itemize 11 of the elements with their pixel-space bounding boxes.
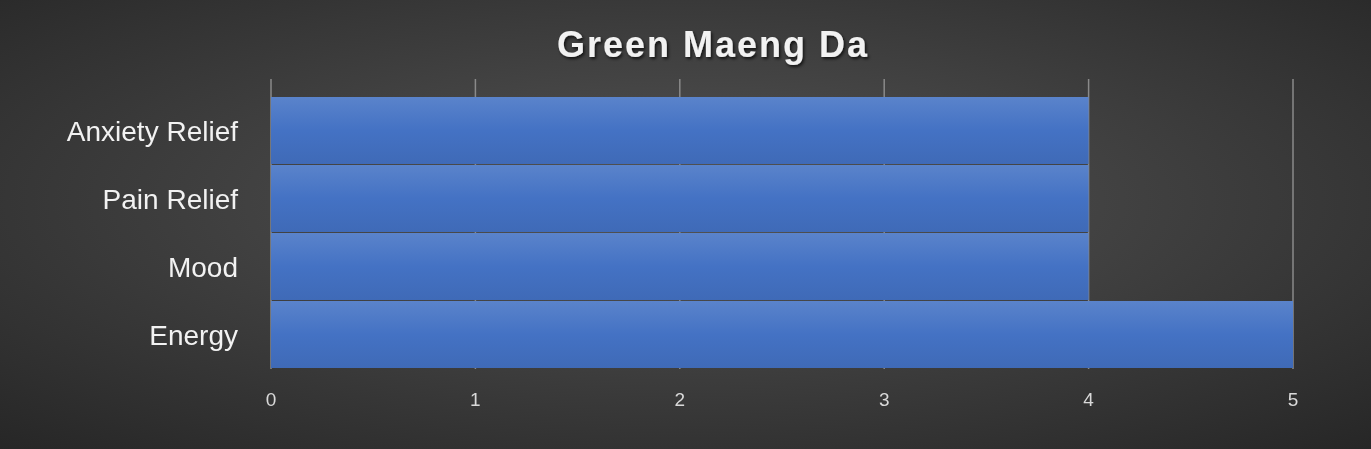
y-tick-label: Energy bbox=[149, 319, 238, 351]
x-tick-label: 1 bbox=[470, 389, 481, 410]
x-tick-label: 3 bbox=[878, 389, 890, 410]
x-tick-label: 2 bbox=[674, 389, 686, 410]
chart-title: Green Maeng Da bbox=[556, 24, 870, 65]
y-tick-label: Mood bbox=[167, 251, 238, 283]
x-tick-label: 4 bbox=[1083, 389, 1095, 410]
x-tick-label: 5 bbox=[1287, 389, 1299, 410]
y-tick-label: Pain Relief bbox=[102, 183, 239, 215]
x-tick-label: 0 bbox=[265, 389, 277, 410]
y-tick-label: Anxiety Relief bbox=[66, 115, 239, 147]
